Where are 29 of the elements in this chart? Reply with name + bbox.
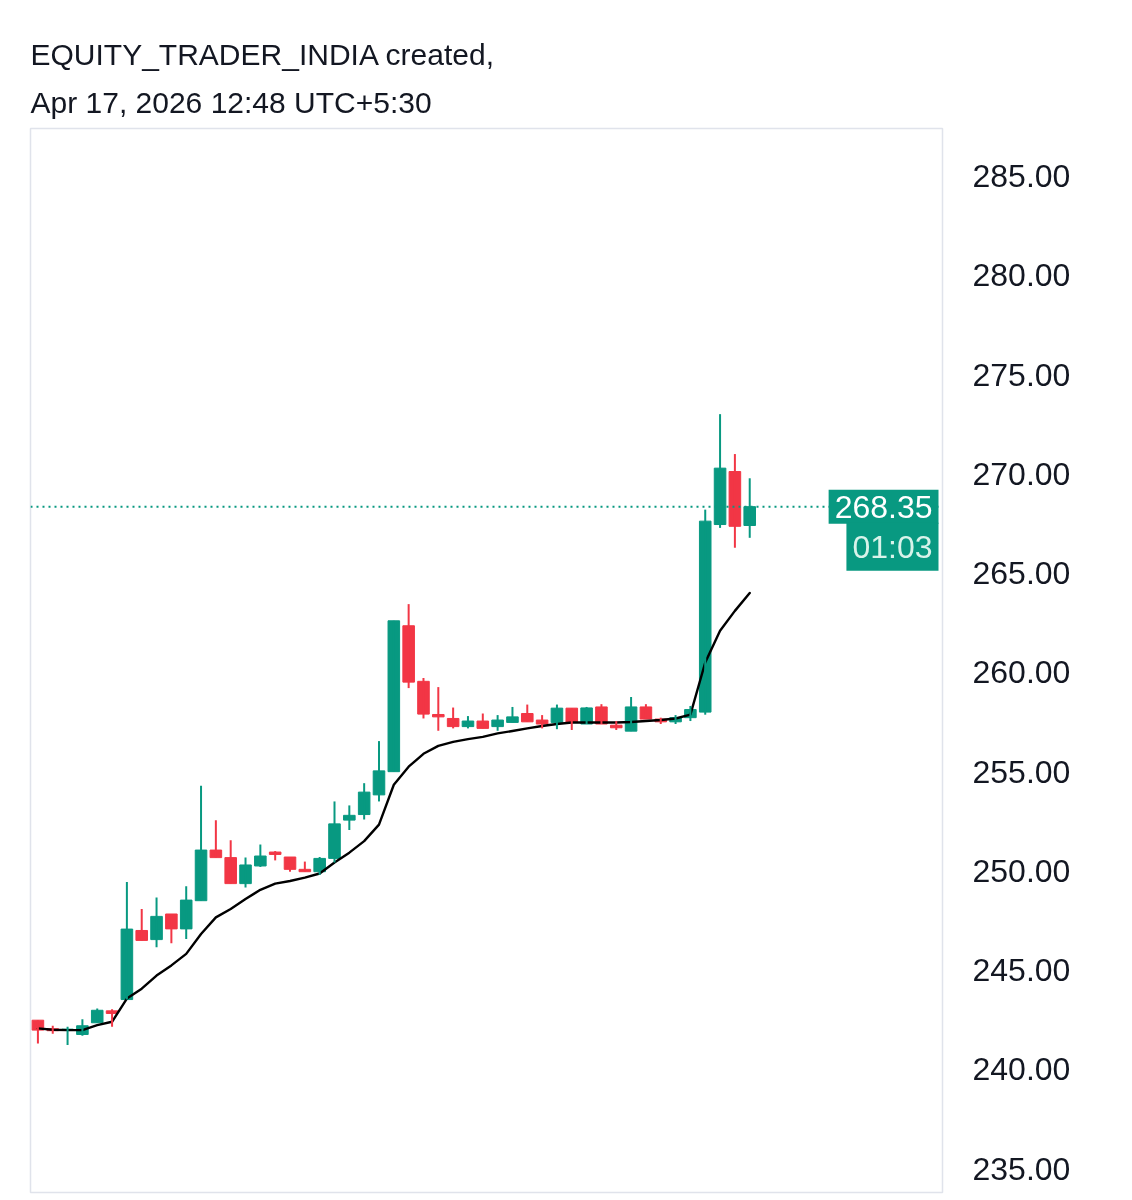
candlestick (254, 843, 267, 868)
candlestick (535, 714, 549, 730)
chart-title: EQUITY_TRADER_INDIA created, (30, 37, 494, 71)
candlestick (357, 782, 371, 821)
y-tick-label: 260.00 (972, 654, 1071, 691)
candlestick (135, 908, 148, 942)
ref-line-label: 268.35 (834, 488, 933, 525)
candlestick (179, 885, 193, 941)
y-tick-label: 240.00 (972, 1051, 1071, 1088)
y-tick-label: 265.00 (972, 555, 1071, 592)
candlestick (639, 703, 653, 721)
candlestick (268, 850, 282, 862)
candlestick (165, 912, 178, 945)
y-tick-label: 255.00 (972, 753, 1071, 790)
candlestick (209, 819, 223, 859)
candlestick (343, 804, 356, 832)
y-tick-label: 285.00 (972, 158, 1071, 195)
candlestick (432, 686, 445, 732)
candlestick (491, 714, 504, 732)
candlestick (506, 705, 519, 724)
y-tick-label: 270.00 (972, 455, 1071, 492)
y-tick-label: 245.00 (972, 952, 1071, 989)
y-tick-label: 250.00 (972, 852, 1071, 889)
y-tick-label: 235.00 (972, 1150, 1071, 1187)
y-tick-label: 280.00 (972, 257, 1071, 294)
chart-subtitle: Apr 17, 2026 12:48 UTC+5:30 (30, 85, 432, 119)
y-tick-label: 275.00 (972, 356, 1071, 393)
text: 01:03 (852, 528, 933, 565)
candlestick (476, 712, 490, 730)
